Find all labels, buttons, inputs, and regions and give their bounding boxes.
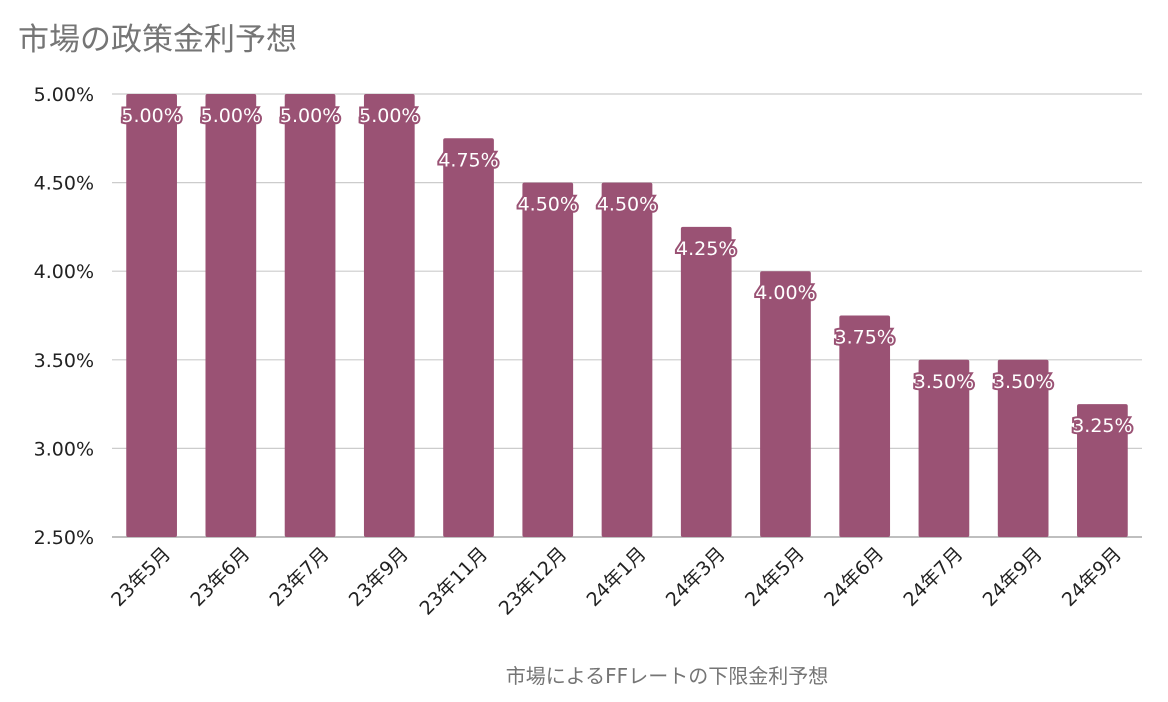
bar [1077,404,1128,537]
bar [363,94,415,537]
data-label: 4.50% [597,194,657,216]
data-label: 5.00% [121,105,181,127]
bar [680,226,732,537]
bar [839,315,891,537]
data-label: 4.50% [518,194,578,216]
y-tick-label: 3.50% [34,350,94,372]
x-tick-label: 23年9月 [345,543,413,611]
data-label: 4.00% [755,282,815,304]
x-axis-tick-labels: 23年5月 23年6月 23年7月 23年9月 23年11月 23年12月 24年1月 24年… [107,543,1126,620]
data-label: 3.50% [914,371,974,393]
x-tick-label: 23年11月 [415,543,492,620]
bar [918,359,970,537]
x-tick-label: 23年7月 [266,543,334,611]
x-tick-label: 24年6月 [820,543,888,611]
y-tick-label: 4.50% [34,173,94,195]
x-tick-label: 24年5月 [741,543,809,611]
data-label: 3.25% [1072,415,1132,437]
x-tick-label: 23年6月 [186,543,254,611]
y-tick-label: 4.00% [34,261,94,283]
data-labels: 5.00% 5.00% 5.00% 5.00% 4.75% 4.50% 4.50% 4.25%… [119,103,1134,439]
bar-series [126,94,1128,538]
bar [284,94,336,537]
x-tick-label: 23年12月 [495,543,572,620]
x-tick-label: 24年9月 [1058,543,1126,611]
chart-title: 市場の政策金利予想 [18,22,297,58]
x-axis-label: 市場によるFFレートの下限金利予想 [506,664,828,688]
x-tick-label: 24年7月 [899,543,967,611]
data-label: 5.00% [201,105,261,127]
x-tick-label: 24年1月 [582,543,650,611]
bar [126,94,177,537]
y-tick-label: 2.50% [34,527,94,549]
bar [443,138,494,538]
bar [205,94,257,537]
bar [760,271,811,537]
x-tick-label: 24年9月 [979,543,1047,611]
data-label: 3.75% [835,327,895,349]
bar [997,359,1049,537]
data-label: 3.50% [993,371,1053,393]
y-tick-label: 5.00% [34,84,94,106]
data-label: 5.00% [280,105,340,127]
data-label: 4.25% [676,238,736,260]
y-tick-label: 3.00% [34,438,94,460]
data-label: 4.75% [438,149,498,171]
data-label: 5.00% [359,105,419,127]
bar [522,182,574,537]
x-tick-label: 24年3月 [662,543,730,611]
x-tick-label: 23年5月 [107,543,175,611]
y-axis-tick-labels: 2.50% 3.00% 3.50% 4.00% 4.50% 5.00% [34,84,94,549]
bar [601,182,653,537]
